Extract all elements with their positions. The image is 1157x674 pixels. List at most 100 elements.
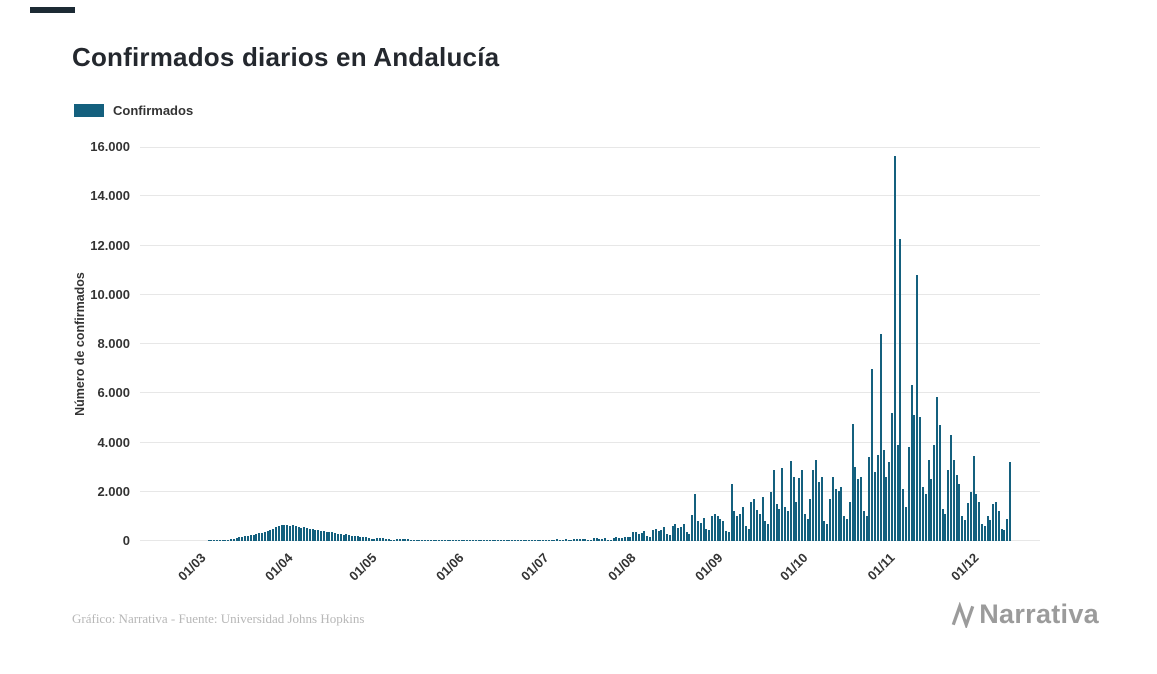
bar[interactable]	[989, 520, 992, 541]
bar[interactable]	[480, 540, 483, 541]
bar[interactable]	[505, 540, 508, 541]
bar[interactable]	[651, 529, 654, 541]
bar[interactable]	[289, 525, 292, 541]
bar[interactable]	[941, 509, 944, 541]
bar[interactable]	[457, 540, 460, 541]
bar[interactable]	[635, 531, 638, 541]
bar[interactable]	[623, 537, 626, 541]
bar[interactable]	[255, 534, 258, 541]
bar[interactable]	[930, 479, 933, 541]
bar[interactable]	[755, 510, 758, 541]
bar[interactable]	[944, 513, 947, 541]
bar[interactable]	[879, 334, 882, 541]
bar[interactable]	[370, 538, 373, 541]
bar[interactable]	[899, 239, 902, 541]
bar[interactable]	[449, 540, 452, 541]
bar[interactable]	[685, 532, 688, 541]
bar[interactable]	[210, 540, 213, 541]
bar[interactable]	[367, 537, 370, 541]
bar[interactable]	[629, 537, 632, 541]
bar[interactable]	[573, 538, 576, 541]
bar[interactable]	[845, 518, 848, 541]
bar[interactable]	[463, 540, 466, 541]
bar[interactable]	[477, 540, 480, 541]
bar[interactable]	[550, 540, 553, 541]
bar[interactable]	[244, 536, 247, 541]
bar[interactable]	[393, 539, 396, 541]
bar[interactable]	[435, 539, 438, 541]
bar[interactable]	[817, 481, 820, 541]
bar[interactable]	[702, 517, 705, 541]
bar[interactable]	[469, 540, 472, 541]
bar[interactable]	[713, 513, 716, 541]
bar[interactable]	[305, 528, 308, 541]
bar[interactable]	[500, 540, 503, 541]
bar[interactable]	[401, 539, 404, 541]
bar[interactable]	[860, 476, 863, 541]
bar[interactable]	[924, 494, 927, 541]
bar[interactable]	[218, 540, 221, 541]
bar[interactable]	[997, 511, 1000, 541]
bar[interactable]	[365, 537, 368, 541]
bar[interactable]	[395, 538, 398, 541]
bar[interactable]	[964, 520, 967, 541]
bar[interactable]	[885, 476, 888, 541]
bar[interactable]	[958, 484, 961, 541]
bar[interactable]	[230, 539, 233, 541]
bar[interactable]	[871, 368, 874, 541]
bar[interactable]	[837, 490, 840, 541]
bar[interactable]	[578, 539, 581, 541]
bar[interactable]	[800, 469, 803, 541]
bar[interactable]	[935, 396, 938, 541]
bar[interactable]	[744, 526, 747, 541]
bar[interactable]	[674, 524, 677, 541]
bar[interactable]	[432, 540, 435, 541]
bar[interactable]	[311, 529, 314, 541]
bar[interactable]	[224, 539, 227, 541]
bar[interactable]	[980, 523, 983, 541]
bar[interactable]	[781, 468, 784, 541]
bar[interactable]	[213, 540, 216, 541]
bar[interactable]	[280, 525, 283, 541]
bar[interactable]	[353, 536, 356, 541]
bar[interactable]	[601, 538, 604, 541]
bar[interactable]	[418, 539, 421, 541]
bar[interactable]	[933, 444, 936, 541]
bar[interactable]	[241, 536, 244, 541]
bar[interactable]	[840, 486, 843, 541]
bar[interactable]	[618, 538, 621, 541]
bar[interactable]	[902, 489, 905, 541]
bar[interactable]	[314, 530, 317, 541]
bar[interactable]	[643, 531, 646, 541]
bar[interactable]	[339, 534, 342, 541]
bar[interactable]	[719, 518, 722, 541]
bar[interactable]	[221, 540, 224, 541]
bar[interactable]	[412, 540, 415, 541]
bar[interactable]	[874, 472, 877, 541]
bar[interactable]	[640, 533, 643, 541]
bar[interactable]	[376, 537, 379, 541]
bar[interactable]	[438, 540, 441, 541]
bar[interactable]	[373, 539, 376, 541]
bar[interactable]	[820, 476, 823, 541]
bar[interactable]	[575, 538, 578, 541]
bar[interactable]	[691, 515, 694, 541]
bar[interactable]	[471, 539, 474, 541]
bar[interactable]	[606, 539, 609, 541]
bar[interactable]	[570, 540, 573, 541]
bar[interactable]	[992, 504, 995, 541]
bar[interactable]	[778, 509, 781, 541]
bar[interactable]	[739, 513, 742, 541]
bar[interactable]	[834, 489, 837, 541]
bar[interactable]	[789, 460, 792, 541]
bar[interactable]	[238, 537, 241, 541]
bar[interactable]	[485, 540, 488, 541]
bar[interactable]	[938, 425, 941, 541]
bar[interactable]	[736, 516, 739, 541]
bar[interactable]	[784, 506, 787, 541]
bar[interactable]	[995, 501, 998, 541]
bar[interactable]	[657, 530, 660, 541]
bar[interactable]	[564, 539, 567, 541]
bar[interactable]	[390, 539, 393, 541]
bar[interactable]	[275, 527, 278, 541]
